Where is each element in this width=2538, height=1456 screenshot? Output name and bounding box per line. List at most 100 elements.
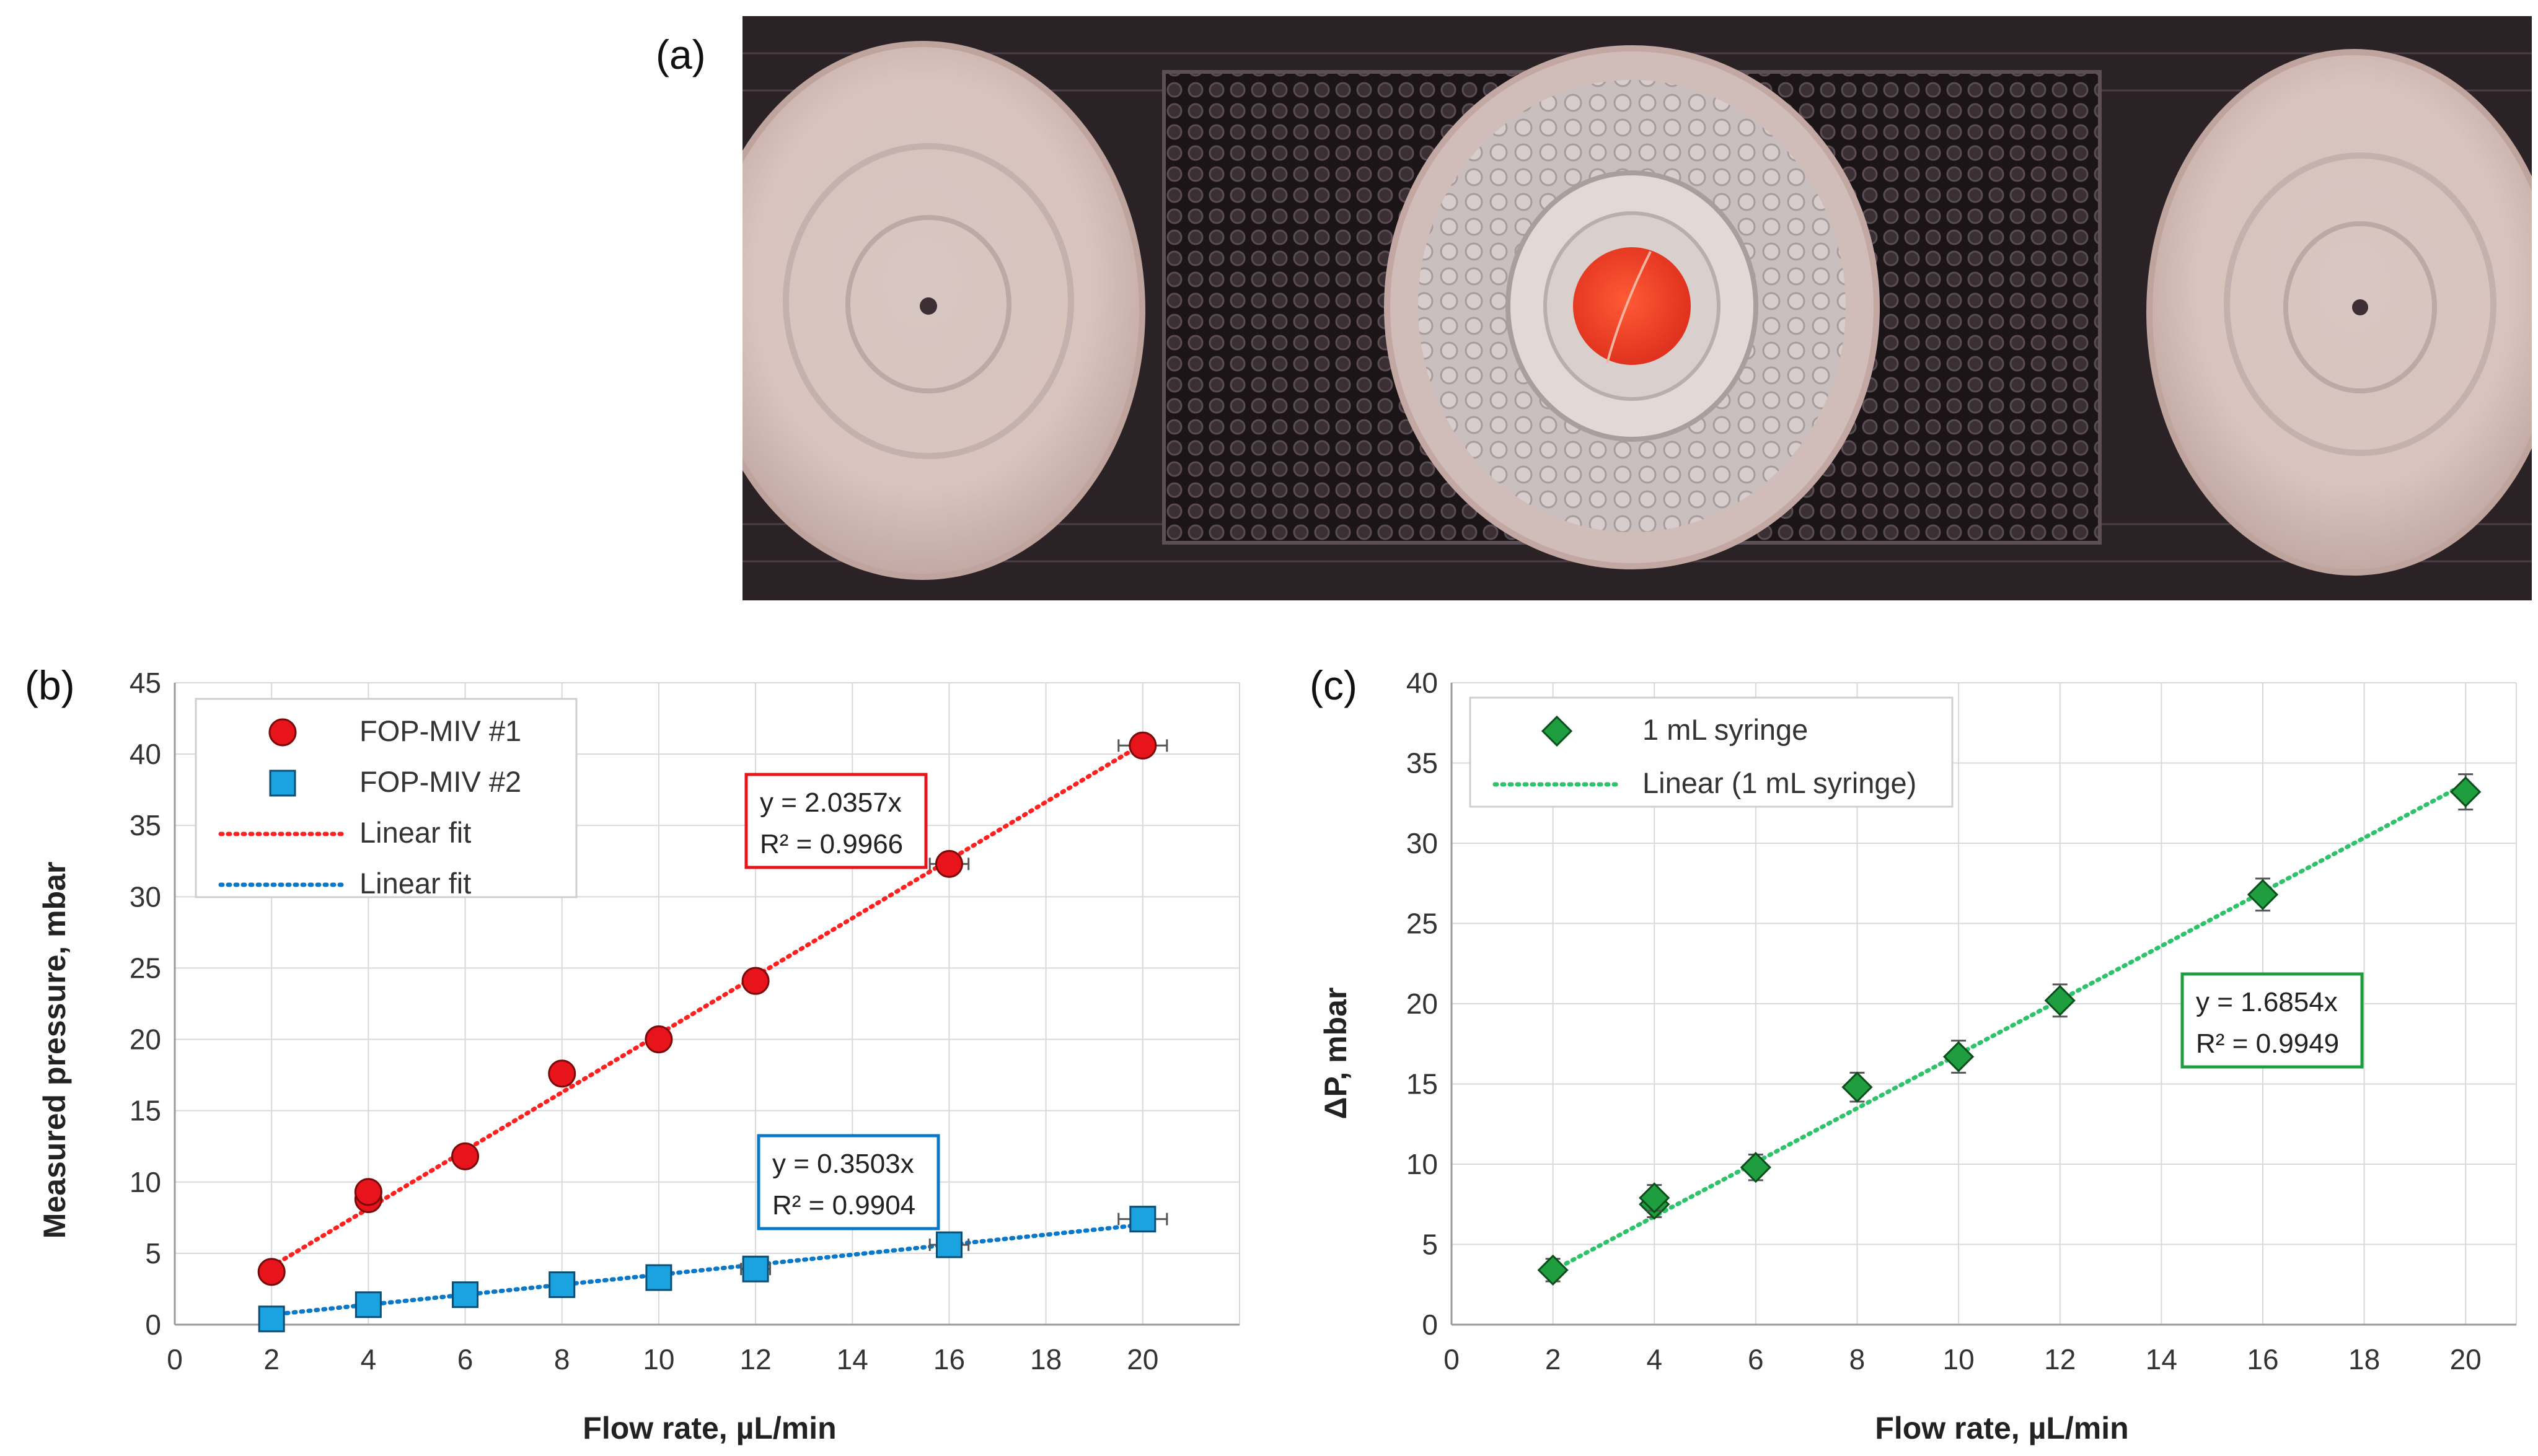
chart-c-x-tick-label: 0: [1443, 1343, 1460, 1375]
chart-c-point-diamond: [1942, 1041, 1975, 1072]
chart-b-x-tick-label: 8: [554, 1343, 570, 1375]
chart-b-r2-text: R² = 0.9904: [772, 1190, 915, 1221]
chart-c-y-tick-label: 5: [1422, 1229, 1438, 1261]
chart-b-y-tick-label: 40: [130, 738, 161, 770]
chart-c: 0 2 4 6 8 10 12 14 16 18 20 0 5 10 15 20 25 30 35 40 y = 1.…: [1318, 667, 2517, 1445]
chart-b-point-circle: [741, 967, 770, 995]
chart-b-point-circle: [354, 1178, 382, 1206]
right-port: [2352, 299, 2368, 315]
chart-c-y-tick-label: 0: [1422, 1309, 1438, 1341]
chart-b-legend-label: Linear fit: [359, 816, 471, 849]
chart-b-legend-marker: [268, 718, 297, 747]
chart-b-point-circle: [257, 1258, 286, 1286]
chart-b-point-square: [355, 1291, 382, 1318]
chart-c-point-diamond: [1537, 1254, 1569, 1286]
chart-b-point-circle: [645, 1025, 673, 1054]
chart-c-y-tick-label: 35: [1406, 747, 1438, 779]
chart-c-fit-line-1: [1551, 781, 2468, 1273]
chart-b-r2-text: R² = 0.9966: [760, 829, 903, 859]
chart-b-point-square: [935, 1231, 963, 1258]
chart-c-y-tick-label: 15: [1406, 1068, 1438, 1100]
chart-c-x-tick-label: 12: [2044, 1343, 2076, 1375]
chart-c-x-tick-label: 8: [1849, 1343, 1866, 1375]
chart-b-point-circle: [451, 1142, 480, 1170]
chart-b: 0 2 4 6 8 10 12 14 16 18 20 0 5 10 15 20 25 30 35 40 45 y = …: [37, 667, 1240, 1445]
chart-b-legend-label: FOP-MIV #2: [359, 765, 521, 798]
right-reservoir-disc: [2146, 49, 2532, 576]
chart-b-x-tick-label: 20: [1127, 1343, 1158, 1375]
chart-b-x-tick-label: 4: [361, 1343, 377, 1375]
chart-c-x-tick-label: 18: [2348, 1343, 2380, 1375]
chart-b-legend-marker: [269, 770, 296, 797]
chart-b-point-square: [258, 1305, 285, 1333]
chart-b-point-square: [452, 1281, 479, 1309]
chart-b-x-tick-label: 6: [457, 1343, 474, 1375]
chart-b-x-tick-label: 16: [933, 1343, 965, 1375]
chart-b-point-circle: [1129, 731, 1157, 760]
chart-b-legend-box: [195, 698, 578, 898]
chart-c-y-tick-label: 30: [1406, 827, 1438, 859]
chart-c-point-diamond: [2044, 985, 2076, 1016]
chart-c-y-tick-label: 40: [1406, 667, 1438, 699]
chart-b-equation-text: y = 0.3503x: [772, 1149, 914, 1179]
chart-b-y-tick-label: 15: [130, 1095, 161, 1127]
left-reservoir-disc: [742, 41, 1145, 580]
chart-b-legend-label: Linear fit: [359, 867, 471, 900]
chart-b-point-square: [1129, 1206, 1157, 1233]
chart-b-x-axis-title: Flow rate, µL/min: [583, 1411, 836, 1445]
chart-b-point-circle: [935, 849, 963, 878]
chart-b-y-tick-label: 0: [145, 1309, 161, 1341]
chart-c-x-tick-label: 6: [1748, 1343, 1764, 1375]
chart-c-y-tick-label: 10: [1406, 1148, 1438, 1180]
chart-c-x-tick-label: 14: [2146, 1343, 2177, 1375]
chart-c-r2-text: R² = 0.9949: [2196, 1028, 2339, 1059]
chart-b-y-tick-label: 20: [130, 1024, 161, 1056]
chart-b-y-tick-label: 30: [130, 880, 161, 913]
chart-b-y-axis-title: Measured pressure, mbar: [37, 862, 72, 1239]
red-sensor-spot: [1573, 247, 1691, 365]
chart-c-point-diamond: [1841, 1071, 1873, 1103]
chart-b-y-tick-label: 5: [145, 1237, 161, 1270]
chart-c-legend-marker: [1541, 715, 1573, 747]
device-photo: [742, 16, 2532, 600]
chart-c-y-tick-label: 25: [1406, 908, 1438, 940]
panel-b-label: (b): [25, 662, 75, 708]
chart-b-point-square: [549, 1271, 576, 1299]
panel-a-label: (a): [656, 32, 706, 77]
chart-b-equation-box: [757, 1134, 940, 1230]
chart-c-x-tick-label: 16: [2247, 1343, 2278, 1375]
chart-c-x-tick-label: 2: [1545, 1343, 1561, 1375]
chart-b-point-square: [742, 1255, 769, 1283]
chart-c-point-diamond: [2247, 879, 2279, 911]
chart-c-x-axis-title: Flow rate, µL/min: [1875, 1411, 2128, 1445]
chart-c-point-diamond: [2450, 776, 2482, 808]
chart-b-point-square: [645, 1264, 672, 1291]
chart-b-x-tick-label: 10: [643, 1343, 674, 1375]
chart-c-x-tick-label: 4: [1646, 1343, 1662, 1375]
chart-b-y-tick-label: 35: [130, 809, 161, 841]
chart-c-legend-label: Linear (1 mL syringe): [1642, 766, 1916, 799]
chart-b-y-tick-label: 25: [130, 952, 161, 984]
chart-b-y-tick-label: 10: [130, 1166, 161, 1198]
chart-b-y-tick-label: 45: [130, 667, 161, 699]
chart-b-x-tick-label: 14: [837, 1343, 868, 1375]
chart-b-equation-text: y = 2.0357x: [760, 787, 902, 818]
chart-c-point-diamond: [1639, 1182, 1670, 1214]
chart-c-legend-box: [1469, 696, 1954, 808]
chart-b-legend-label: FOP-MIV #1: [359, 714, 521, 747]
chart-c-x-tick-label: 10: [1943, 1343, 1975, 1375]
chart-c-x-tick-label: 20: [2450, 1343, 2482, 1375]
chart-b-x-tick-label: 18: [1030, 1343, 1062, 1375]
chart-b-fit-line-2: [269, 1222, 1145, 1317]
chart-b-x-tick-label: 2: [263, 1343, 280, 1375]
chart-b-equation-box: [744, 773, 928, 869]
chart-b-x-tick-label: 12: [740, 1343, 772, 1375]
chart-c-equation-box: [2180, 972, 2364, 1069]
chart-c-point-diamond: [1740, 1152, 1771, 1183]
chart-b-fit-line-1: [269, 742, 1145, 1269]
chart-b-point-circle: [548, 1059, 576, 1088]
chart-b-x-tick-label: 0: [167, 1343, 183, 1375]
chart-c-equation-text: y = 1.6854x: [2196, 987, 2338, 1017]
chart-c-legend-label: 1 mL syringe: [1642, 713, 1808, 746]
panel-c-label: (c): [1310, 662, 1357, 708]
